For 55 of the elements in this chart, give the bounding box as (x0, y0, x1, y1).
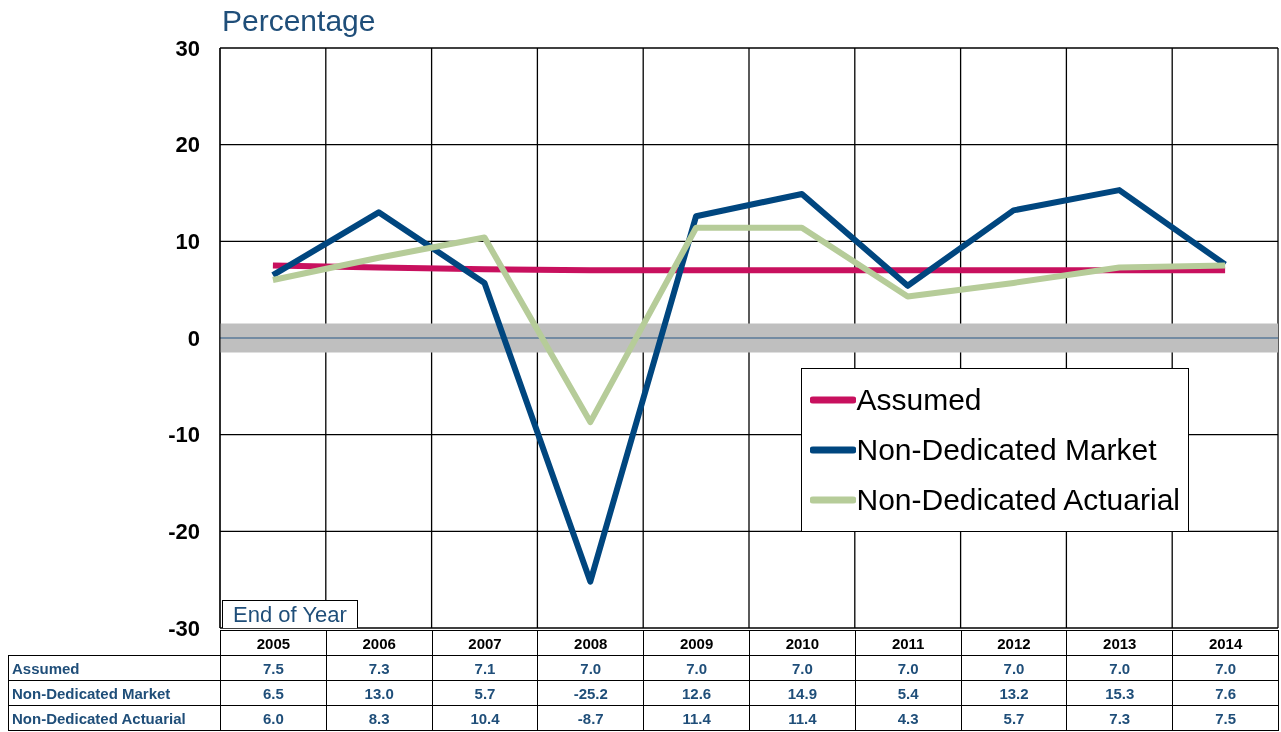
y-tick-label: -20 (168, 519, 200, 545)
x-tick-label: 2013 (1066, 630, 1173, 656)
x-tick-label: 2010 (749, 630, 856, 656)
data-label: 7.0 (537, 655, 644, 681)
data-label: 7.3 (1066, 705, 1173, 731)
y-tick-label: -30 (168, 615, 200, 641)
x-tick-label: 2008 (537, 630, 644, 656)
data-label: 8.3 (326, 705, 433, 731)
x-tick-label: 2012 (961, 630, 1067, 656)
data-label: 13.2 (961, 680, 1067, 706)
data-label: -25.2 (537, 680, 644, 706)
data-label: 12.6 (643, 680, 750, 706)
x-axis-title: End of Year (222, 600, 358, 628)
data-label: 7.0 (855, 655, 962, 681)
data-label: -8.7 (537, 705, 644, 731)
legend-label: Assumed (856, 383, 982, 417)
data-label: 11.4 (643, 705, 750, 731)
x-tick-label: 2011 (855, 630, 962, 656)
y-tick-label: 0 (187, 325, 200, 351)
data-label: 7.3 (326, 655, 433, 681)
x-tick-label: 2007 (432, 630, 538, 656)
legend-label: Non-Dedicated Market (856, 433, 1157, 467)
data-label: 7.0 (1066, 655, 1173, 681)
data-label: 7.0 (1172, 655, 1279, 681)
data-label: 5.4 (855, 680, 962, 706)
y-axis-title: Percentage (222, 4, 376, 38)
data-label: 7.6 (1172, 680, 1279, 706)
x-tick-label: 2005 (220, 630, 327, 656)
text: Non-Dedicated Actuarial (12, 709, 186, 727)
data-label: 15.3 (1066, 680, 1173, 706)
y-tick-label: 20 (175, 132, 200, 158)
data-label: 7.1 (432, 655, 538, 681)
data-label: 14.9 (749, 680, 856, 706)
data-label: 7.0 (961, 655, 1067, 681)
y-tick-label: -10 (168, 422, 200, 448)
data-label: 11.4 (749, 705, 856, 731)
data-label: 4.3 (855, 705, 962, 731)
data-label: 7.0 (749, 655, 856, 681)
x-tick-label: 2014 (1172, 630, 1279, 656)
text: Assumed (12, 659, 80, 677)
x-tick-label: 2006 (326, 630, 433, 656)
x-tick-label: 2009 (643, 630, 750, 656)
y-tick-label: 10 (175, 229, 200, 255)
data-label: 10.4 (432, 705, 538, 731)
data-label: 6.0 (220, 705, 327, 731)
data-label: 5.7 (961, 705, 1067, 731)
data-label: 6.5 (220, 680, 327, 706)
data-label: 7.0 (643, 655, 750, 681)
text: Non-Dedicated Market (12, 684, 171, 702)
data-label: 7.5 (220, 655, 327, 681)
y-tick-label: 30 (175, 35, 200, 61)
data-label: 7.5 (1172, 705, 1279, 731)
data-label: 13.0 (326, 680, 433, 706)
data-label: 5.7 (432, 680, 538, 706)
legend-label: Non-Dedicated Actuarial (856, 483, 1180, 517)
